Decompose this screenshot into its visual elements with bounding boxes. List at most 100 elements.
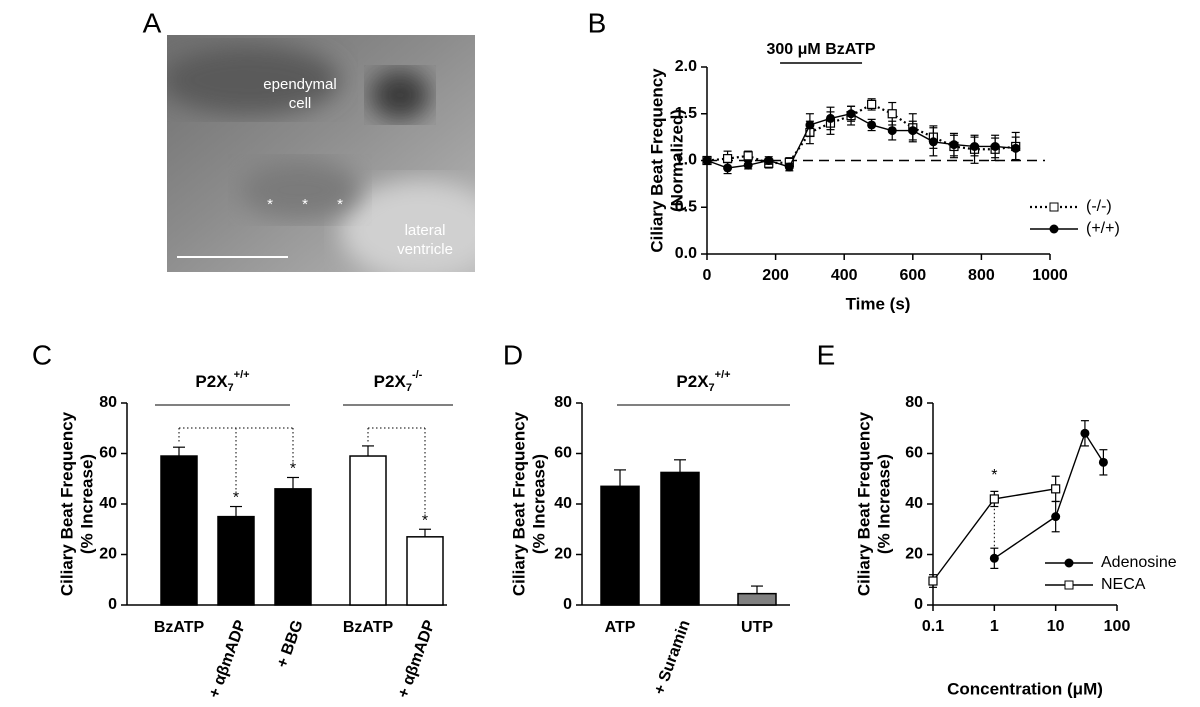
panel-letter: A <box>143 7 162 38</box>
y-tick-label: 80 <box>905 394 923 411</box>
y-tick-label: 0 <box>914 596 923 613</box>
x-tick-label: 100 <box>1104 618 1131 635</box>
y-tick-label: 80 <box>99 394 117 411</box>
x-axis-title: Time (s) <box>846 294 911 313</box>
legend-marker <box>1049 202 1059 212</box>
bar <box>274 488 312 606</box>
marker <box>1098 457 1108 467</box>
x-tick-label: UTP <box>741 619 773 636</box>
marker <box>867 99 877 110</box>
panel-letter: B <box>588 7 607 38</box>
y-tick-label: 0 <box>108 596 117 613</box>
x-tick-label: + αβmADP <box>206 618 250 701</box>
x-axis-title: Concentration (μM) <box>947 679 1103 698</box>
marker <box>970 141 980 151</box>
panel-letter: C <box>32 339 52 370</box>
series-line <box>993 431 1104 559</box>
marker <box>1051 512 1061 522</box>
x-tick-label: 10 <box>1047 618 1065 635</box>
bar <box>349 455 387 606</box>
marker <box>825 113 835 123</box>
marker <box>908 126 918 136</box>
marker <box>723 163 733 173</box>
cilia-marker: * <box>267 196 273 213</box>
cilia-marker: * <box>337 196 343 213</box>
x-tick-label: 200 <box>762 267 789 284</box>
y-tick-label: 1.0 <box>675 152 697 169</box>
y-axis-title: Ciliary Beat Frequency <box>647 68 666 253</box>
y-tick-label: 40 <box>905 495 923 512</box>
x-tick-label: 600 <box>899 267 926 284</box>
group-label-base: P2X <box>676 372 709 391</box>
marker <box>990 141 1000 151</box>
y-axis-title: Ciliary Beat Frequency <box>854 411 873 596</box>
bar <box>600 485 640 606</box>
marker <box>743 160 753 170</box>
significance-label: * <box>422 512 428 529</box>
group-label: P2X7+/+ <box>195 369 249 394</box>
x-tick-label: 1 <box>990 618 999 635</box>
group-label: P2X7+/+ <box>676 369 730 394</box>
marker <box>743 151 753 161</box>
y-tick-label: 60 <box>99 445 117 462</box>
bar <box>406 536 444 606</box>
marker <box>1080 428 1090 438</box>
cilia-marker: * <box>302 196 308 213</box>
legend-label: (-/-) <box>1086 198 1112 215</box>
y-tick-label: 60 <box>554 445 572 462</box>
x-tick-label: + Suramin <box>651 618 694 697</box>
marker <box>764 156 774 165</box>
marker <box>1051 484 1061 494</box>
y-axis-title: (Normalized) <box>667 109 686 212</box>
legend-label: Adenosine <box>1101 554 1177 571</box>
x-tick-label: 800 <box>968 267 995 284</box>
bar <box>217 515 255 606</box>
image-label: cell <box>289 95 312 112</box>
y-axis-title: Ciliary Beat Frequency <box>509 411 528 596</box>
marker <box>887 126 897 136</box>
significance-label: * <box>991 467 997 484</box>
x-tick-label: BzATP <box>343 619 394 636</box>
y-tick-label: 0.5 <box>675 198 697 215</box>
y-axis-title: (% Increase) <box>874 454 893 554</box>
legend-marker <box>1049 224 1059 234</box>
marker <box>805 120 815 130</box>
group-label-sup: +/+ <box>234 369 250 381</box>
x-tick-label: 0.1 <box>922 618 944 635</box>
y-tick-label: 40 <box>554 495 572 512</box>
legend-marker <box>1064 580 1074 590</box>
y-tick-label: 60 <box>905 445 923 462</box>
x-tick-label: ATP <box>605 619 636 636</box>
significance-label: * <box>290 461 296 478</box>
y-tick-label: 0 <box>563 596 572 613</box>
y-tick-label: 1.5 <box>675 105 697 122</box>
x-tick-label: 400 <box>831 267 858 284</box>
series-line <box>706 113 1016 169</box>
bar <box>660 471 700 606</box>
x-tick-label: 1000 <box>1032 267 1068 284</box>
bar <box>160 455 198 606</box>
marker <box>784 162 794 172</box>
marker <box>722 154 733 164</box>
x-tick-label: 0 <box>703 267 712 284</box>
legend-marker <box>1064 558 1074 568</box>
group-label: P2X7-/- <box>374 369 423 394</box>
x-tick-label: + αβmADP <box>395 618 439 701</box>
marker <box>928 576 938 586</box>
panel-letter: D <box>503 339 523 370</box>
marker <box>702 156 712 165</box>
x-tick-label: BzATP <box>154 619 205 636</box>
marker <box>846 109 856 119</box>
image-label: ventricle <box>397 241 453 258</box>
y-tick-label: 20 <box>554 546 572 563</box>
y-axis-title: Ciliary Beat Frequency <box>57 411 76 596</box>
marker <box>928 137 938 147</box>
y-tick-label: 80 <box>554 394 572 411</box>
y-tick-label: 40 <box>99 495 117 512</box>
marker <box>989 494 999 504</box>
y-axis-title: (% Increase) <box>529 454 548 554</box>
x-tick-label: + BBG <box>274 618 307 670</box>
y-tick-label: 20 <box>99 546 117 563</box>
legend-label: (+/+) <box>1086 220 1120 237</box>
